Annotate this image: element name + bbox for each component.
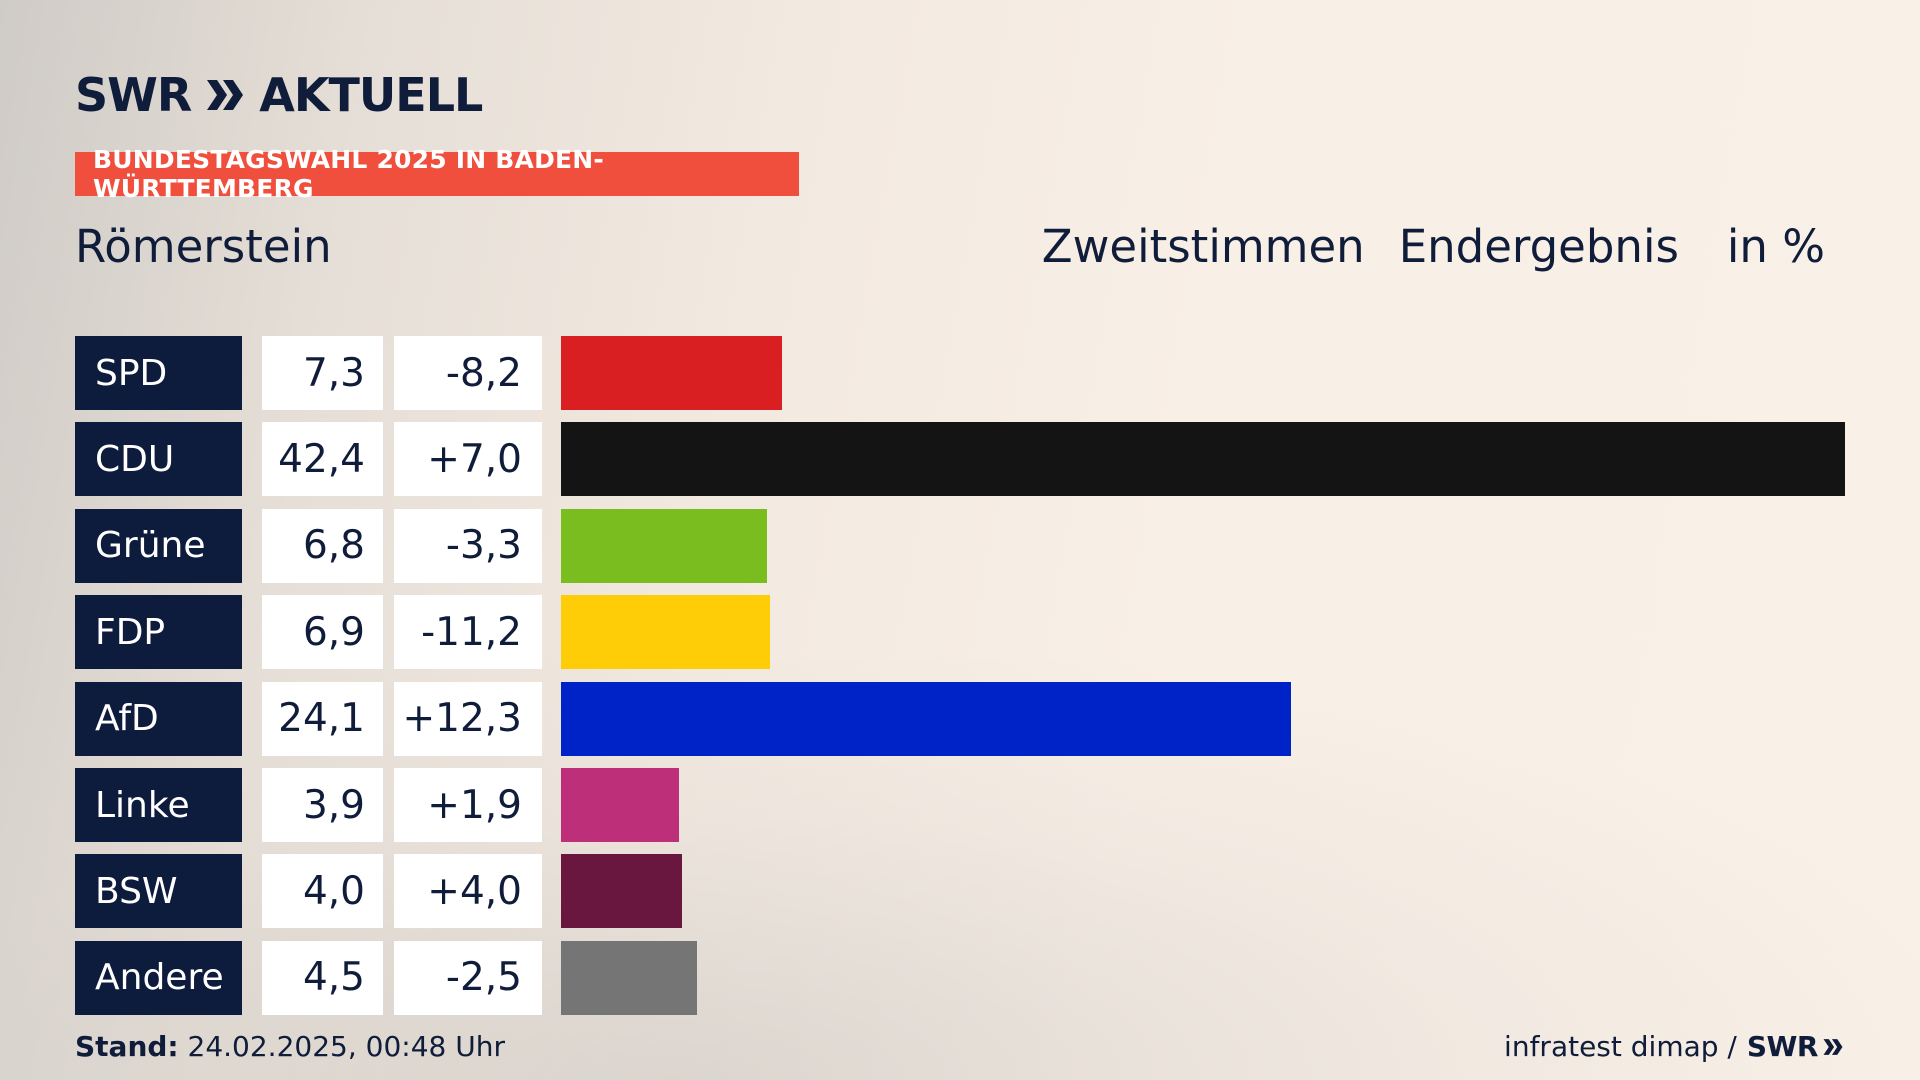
result-bar — [561, 854, 682, 929]
result-row: FDP 6,9 -11,2 — [75, 595, 1845, 670]
vote-change-value: +12,3 — [394, 681, 542, 756]
vote-share-value: 3,9 — [262, 768, 383, 842]
vote-share-value: 4,5 — [262, 940, 383, 1015]
result-bar — [561, 940, 697, 1015]
party-label: Linke — [75, 768, 242, 842]
vote-change-value: -11,2 — [394, 595, 542, 670]
result-bar — [561, 422, 1845, 497]
unit-label: in % — [1726, 220, 1825, 273]
party-label: AfD — [75, 681, 242, 756]
party-label: SPD — [75, 336, 242, 410]
chart-header: Zweitstimmen Endergebnis in % — [1042, 220, 1825, 273]
vote-share-value: 4,0 — [262, 854, 383, 929]
vote-share-value: 7,3 — [262, 336, 383, 410]
vote-share-value: 42,4 — [262, 422, 383, 497]
logo-aktuell-text: AKTUELL — [259, 68, 483, 122]
result-row: Grüne 6,8 -3,3 — [75, 508, 1845, 583]
double-chevron-icon — [1823, 1038, 1843, 1055]
result-row: CDU 42,4 +7,0 — [75, 422, 1845, 497]
result-bar — [561, 508, 767, 583]
vote-change-value: +7,0 — [394, 422, 542, 497]
result-bar — [561, 681, 1291, 756]
vote-change-value: -3,3 — [394, 508, 542, 583]
source-text: infratest dimap / — [1504, 1030, 1737, 1063]
stand-label: Stand: — [75, 1030, 179, 1063]
result-bar — [561, 336, 782, 410]
location-title: Römerstein — [75, 220, 332, 273]
result-row: SPD 7,3 -8,2 — [75, 336, 1845, 410]
party-label: FDP — [75, 595, 242, 670]
swr-aktuell-logo: SWR AKTUELL — [75, 68, 483, 122]
logo-swr-text: SWR — [75, 68, 192, 122]
result-status-label: Endergebnis — [1398, 220, 1679, 273]
vote-change-value: -2,5 — [394, 940, 542, 1015]
vote-share-value: 6,8 — [262, 508, 383, 583]
footer-logo-text: SWR — [1746, 1030, 1819, 1063]
vote-change-value: +1,9 — [394, 768, 542, 842]
vote-change-value: -8,2 — [394, 336, 542, 410]
party-label: BSW — [75, 854, 242, 929]
vote-share-value: 24,1 — [262, 681, 383, 756]
result-row: Andere 4,5 -2,5 — [75, 940, 1845, 1015]
result-row: Linke 3,9 +1,9 — [75, 768, 1845, 842]
party-label: CDU — [75, 422, 242, 497]
party-label: Andere — [75, 940, 242, 1015]
vote-share-value: 6,9 — [262, 595, 383, 670]
result-bar — [561, 768, 679, 842]
swr-footer-logo: SWR — [1747, 1030, 1844, 1063]
source-credit: infratest dimap / SWR — [1504, 1030, 1844, 1063]
timestamp: Stand: 24.02.2025, 00:48 Uhr — [75, 1030, 505, 1063]
double-chevron-icon — [207, 80, 244, 110]
election-banner: BUNDESTAGSWAHL 2025 IN BADEN-WÜRTTEMBERG — [75, 145, 799, 203]
result-bar — [561, 595, 770, 670]
party-label: Grüne — [75, 508, 242, 583]
stand-value: 24.02.2025, 00:48 Uhr — [178, 1030, 505, 1063]
result-row: AfD 24,1 +12,3 — [75, 681, 1845, 756]
vote-type-label: Zweitstimmen — [1041, 220, 1365, 273]
vote-change-value: +4,0 — [394, 854, 542, 929]
result-row: BSW 4,0 +4,0 — [75, 854, 1845, 929]
